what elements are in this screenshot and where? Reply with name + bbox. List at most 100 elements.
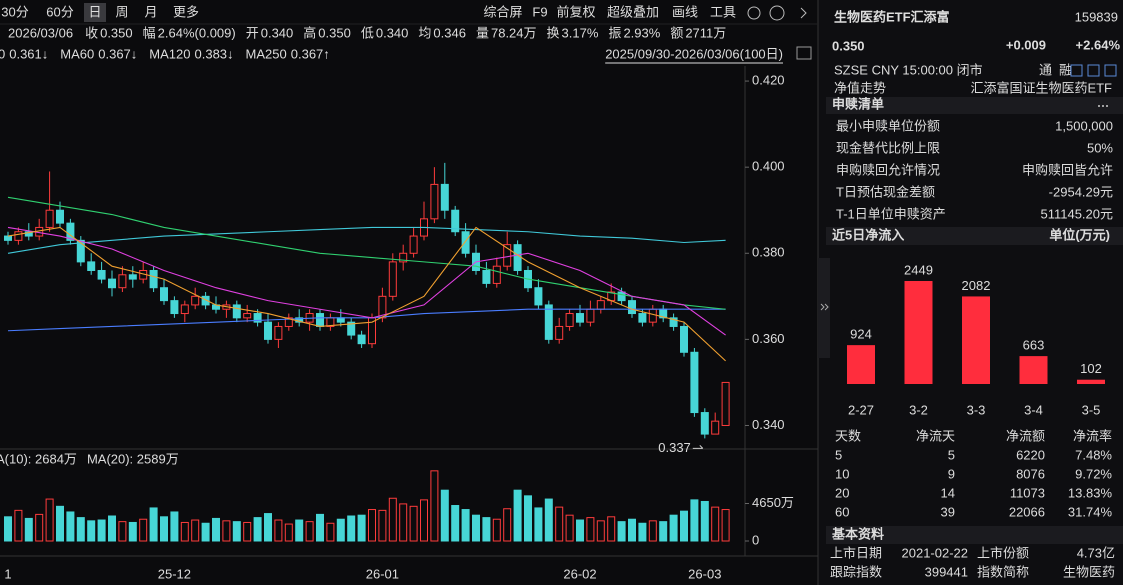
candle-body — [544, 304, 553, 340]
volume-bar — [264, 513, 272, 542]
candle-body — [669, 317, 678, 327]
settings-icon[interactable] — [747, 6, 761, 20]
range-label[interactable]: 2025/09/30-2026/03/06(100日) — [605, 46, 783, 61]
table-header: 净流额 — [1006, 428, 1045, 443]
quote-value: 78.24万 — [491, 25, 537, 40]
candle-body — [565, 313, 574, 327]
tool[interactable]: 画线 — [672, 4, 698, 19]
inflow-category: 2-27 — [848, 402, 874, 417]
volume-bar — [721, 509, 730, 542]
candle-body — [274, 325, 283, 340]
volume-bar — [492, 518, 501, 542]
volume-bar — [669, 514, 678, 542]
x-tick-label: 1 — [4, 566, 11, 581]
candle-body — [628, 300, 636, 315]
inflow-category: 3-2 — [909, 402, 928, 417]
inflow-bar — [962, 296, 990, 384]
row-value: 50% — [1087, 140, 1113, 155]
panel-icon[interactable] — [1087, 64, 1100, 77]
quote-value: 0.340 — [376, 25, 409, 40]
row-value: 1,500,000 — [1055, 118, 1113, 133]
ma-line — [7, 226, 726, 254]
quote-label: 幅 — [143, 25, 156, 40]
volume-bar — [596, 520, 605, 542]
inflow-label: 924 — [850, 327, 872, 342]
candle-body — [492, 265, 501, 284]
panel-icon[interactable] — [1070, 64, 1083, 77]
volume-bar — [430, 470, 439, 542]
row-value: 511145.20元 — [1040, 206, 1113, 221]
tab[interactable]: 更多 — [173, 4, 199, 19]
candle-body — [700, 412, 709, 435]
table-cell: 20 — [835, 485, 849, 500]
candle-body — [586, 308, 595, 323]
quote-value: 0.350 — [100, 25, 133, 40]
tool[interactable]: 前复权 — [556, 4, 595, 19]
volume-bar — [472, 514, 480, 542]
tab[interactable]: 日 — [88, 4, 101, 19]
volume-bar — [482, 517, 491, 542]
volume-bar — [420, 499, 428, 542]
tab[interactable]: 月 — [144, 4, 157, 19]
candle-body — [316, 313, 324, 327]
section-title: 基本资料 — [831, 526, 884, 541]
candle-body — [45, 209, 54, 228]
candle-body — [243, 313, 252, 319]
table-cell: 5 — [948, 447, 955, 462]
row-label: T日预估现金差额 — [836, 184, 935, 199]
inflow-category: 3-3 — [967, 402, 986, 417]
volume-bar — [440, 489, 449, 542]
y-tick-label: 0.360 — [752, 331, 785, 346]
quote-value: 0.350 — [318, 25, 351, 40]
quote-value: 2711万 — [685, 25, 726, 40]
next-icon[interactable] — [800, 7, 807, 19]
section-band — [826, 227, 1123, 245]
basic-value: 399441 — [925, 564, 968, 579]
help-icon[interactable] — [769, 5, 785, 21]
quote-label: 收 — [85, 25, 98, 40]
x-tick-label: 26-03 — [688, 566, 721, 581]
volume-bar — [534, 507, 543, 542]
tab[interactable]: 60分 — [46, 4, 73, 19]
candle-body — [149, 269, 158, 289]
panel-icon[interactable] — [1104, 64, 1117, 77]
volume-bar — [524, 495, 532, 542]
volume-bar — [222, 520, 231, 542]
volume-legend: MA(20): 2589万 — [87, 451, 179, 466]
volume-bar — [565, 514, 574, 542]
ma-name: 0 — [0, 46, 5, 61]
quote-label: 均 — [418, 25, 431, 40]
quote-label: 振 — [608, 25, 621, 40]
tool[interactable]: 综合屏 — [483, 4, 522, 19]
volume-bar — [305, 521, 314, 542]
volume-bar — [35, 513, 44, 542]
volume-bar — [180, 521, 189, 542]
row-value: -2954.29元 — [1049, 184, 1113, 199]
volume-bar — [544, 498, 553, 542]
volume-bar — [700, 500, 709, 542]
tab[interactable]: 30分 — [1, 4, 28, 19]
quote-value: 0.340 — [261, 25, 294, 40]
tool[interactable]: 超级叠加 — [607, 4, 659, 19]
tool[interactable]: F9 — [532, 4, 547, 19]
candle-body — [378, 295, 387, 319]
volume-bar — [4, 516, 12, 542]
security-code: 159839 — [1075, 9, 1118, 24]
quote-value: 3.17% — [562, 25, 599, 40]
candle-body — [201, 295, 210, 306]
wp-icon[interactable] — [796, 46, 812, 60]
candle-body — [503, 244, 512, 267]
volume-bar — [586, 517, 595, 542]
tool[interactable]: 工具 — [710, 4, 736, 19]
volume-bar — [232, 521, 241, 542]
basic-label: 跟踪指数 — [830, 564, 882, 579]
volume-legend: A(10): 2684万 — [0, 451, 77, 466]
tab[interactable]: 周 — [115, 4, 128, 19]
ma-line — [7, 196, 726, 310]
annotation-arrow — [692, 445, 704, 449]
candle-body — [4, 235, 12, 241]
ma-value: 0.367↓ — [98, 46, 137, 61]
collapse-handle[interactable] — [818, 258, 830, 358]
candle-body — [87, 261, 96, 271]
candle-body — [399, 252, 408, 263]
